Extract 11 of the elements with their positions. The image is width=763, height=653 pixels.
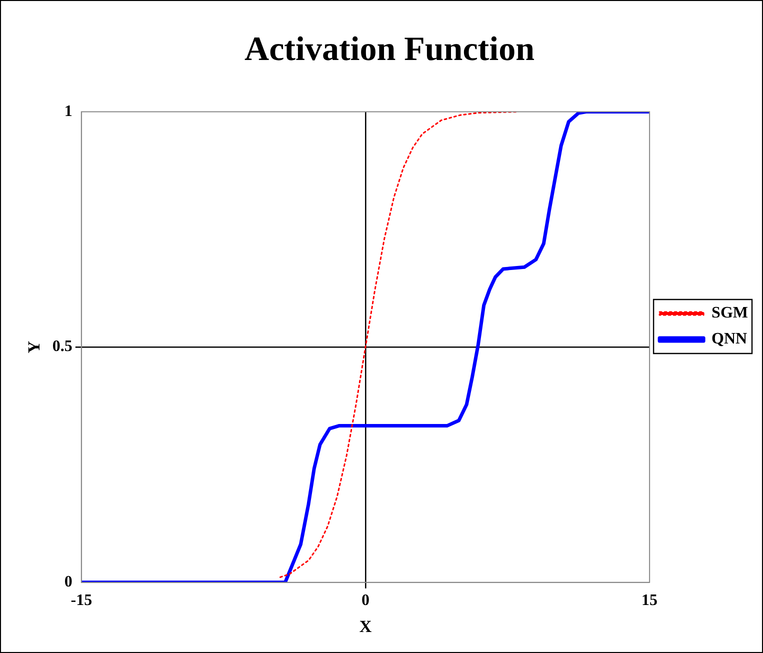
y-tick-label: 1 (64, 102, 72, 120)
chart-title: Activation Function (244, 31, 535, 68)
y-tick-label: 0.5 (52, 338, 72, 356)
x-axis-title: X (359, 617, 372, 636)
legend-label: QNN (712, 330, 748, 348)
y-tick-label: 0 (64, 574, 72, 591)
x-tick-label: 15 (642, 592, 658, 610)
y-axis-title: Y (24, 340, 44, 354)
legend-label: SGM (712, 304, 748, 322)
x-tick-label: 0 (361, 592, 370, 610)
x-tick-label: -15 (70, 592, 92, 610)
